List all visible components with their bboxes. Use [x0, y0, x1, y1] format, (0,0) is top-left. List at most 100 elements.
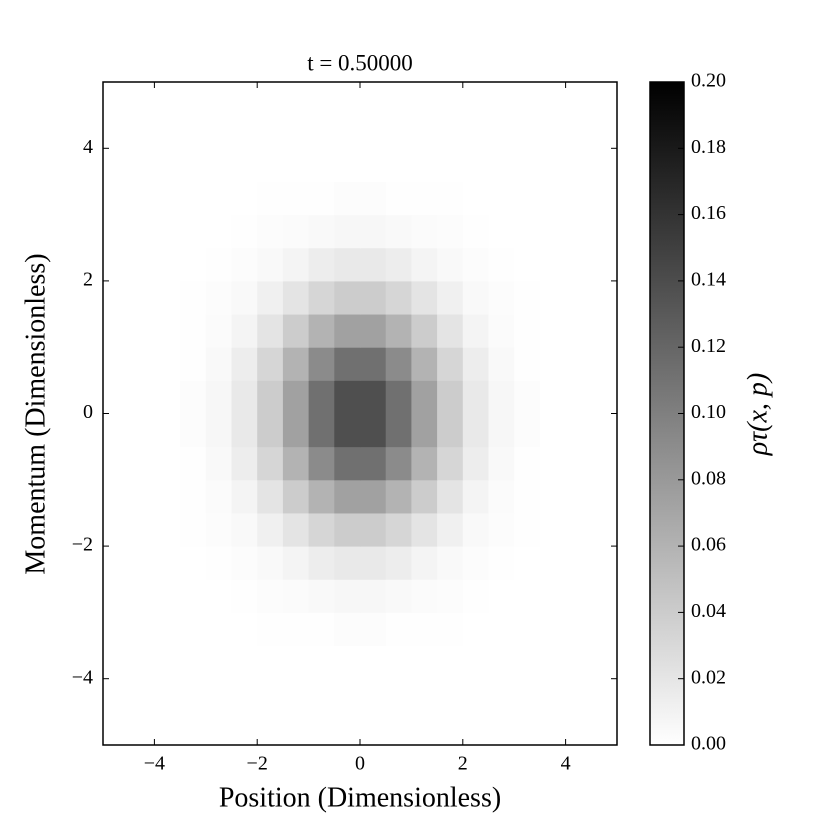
heatmap-cell: [385, 645, 412, 680]
heatmap-cell: [103, 413, 130, 448]
heatmap-cell: [411, 380, 438, 414]
heatmap-cell: [180, 612, 207, 647]
heatmap-cell: [154, 115, 181, 149]
heatmap-cell: [180, 380, 207, 414]
heatmap-cell: [539, 347, 567, 381]
heatmap-cell: [360, 82, 387, 116]
heatmap-cell: [180, 314, 207, 348]
colorbar-tick-label: 0.16: [691, 202, 726, 224]
heatmap-cell: [154, 214, 181, 249]
heatmap-cell: [103, 115, 130, 149]
heatmap-cell: [308, 678, 335, 713]
heatmap-cell: [103, 380, 130, 414]
heatmap-cell: [128, 546, 155, 580]
heatmap-cell: [539, 512, 567, 547]
heatmap-cell: [437, 711, 464, 746]
heatmap-cell: [308, 347, 335, 381]
heatmap-cell: [360, 314, 387, 348]
heatmap-cell: [591, 413, 618, 448]
heatmap-cell: [360, 612, 387, 647]
heatmap-cell: [385, 148, 412, 182]
heatmap-cell: [488, 82, 515, 116]
heatmap-cell: [385, 181, 412, 216]
heatmap-cell: [334, 612, 361, 647]
heatmap-cell: [591, 380, 618, 414]
heatmap-cell: [514, 479, 541, 514]
heatmap-cell: [488, 280, 515, 315]
heatmap-cell: [154, 711, 181, 746]
heatmap-cell: [282, 314, 310, 348]
colorbar-tick-label: 0.02: [691, 666, 726, 688]
heatmap-cell: [385, 546, 412, 580]
heatmap-cell: [180, 512, 207, 547]
heatmap-cell: [282, 512, 310, 547]
heatmap-cell: [205, 413, 232, 448]
heatmap-cell: [411, 645, 438, 680]
heatmap-cell: [539, 214, 567, 249]
heatmap-cell: [539, 181, 567, 216]
heatmap-cell: [154, 148, 181, 182]
heatmap-cell: [231, 413, 258, 448]
heatmap-cell: [180, 247, 207, 282]
heatmap-cell: [514, 280, 541, 315]
heatmap-cell: [437, 82, 464, 116]
heatmap-cell: [539, 711, 567, 746]
heatmap-cell: [462, 115, 489, 149]
heatmap-cell: [205, 612, 232, 647]
heatmap-cell: [488, 546, 515, 580]
heatmap-cell: [231, 148, 258, 182]
heatmap-cell: [334, 148, 361, 182]
heatmap-cell: [462, 181, 489, 216]
heatmap-cell: [180, 347, 207, 381]
heatmap-cell: [411, 546, 438, 580]
heatmap-cell: [231, 446, 258, 481]
heatmap-cell: [437, 413, 464, 448]
heatmap-cell: [385, 247, 412, 282]
heatmap-cell: [231, 612, 258, 647]
heatmap-cell: [539, 479, 567, 514]
heatmap-cell: [385, 380, 412, 414]
heatmap-cell: [539, 678, 567, 713]
heatmap-cell: [437, 247, 464, 282]
heatmap-cell: [103, 512, 130, 547]
heatmap-cell: [154, 579, 181, 613]
heatmap-cell: [257, 380, 284, 414]
heatmap-cell: [180, 579, 207, 613]
heatmap-cell: [591, 612, 618, 647]
heatmap-cell: [565, 446, 592, 481]
heatmap-cell: [205, 148, 232, 182]
heatmap-cell: [205, 446, 232, 481]
heatmap-cell: [103, 479, 130, 514]
heatmap-cell: [180, 115, 207, 149]
heatmap-cell: [360, 214, 387, 249]
heatmap-cell: [539, 380, 567, 414]
heatmap-cell: [257, 479, 284, 514]
y-tick-label: 0: [83, 401, 93, 423]
heatmap-cell: [514, 446, 541, 481]
heatmap-cell: [488, 380, 515, 414]
heatmap-cell: [539, 579, 567, 613]
heatmap-cell: [437, 115, 464, 149]
heatmap-cell: [437, 512, 464, 547]
heatmap-cell: [488, 479, 515, 514]
heatmap-cell: [565, 645, 592, 680]
heatmap-cell: [462, 446, 489, 481]
heatmap-cell: [462, 280, 489, 315]
heatmap-cell: [308, 247, 335, 282]
heatmap-cell: [154, 413, 181, 448]
heatmap-cell: [128, 678, 155, 713]
heatmap-cell: [385, 214, 412, 249]
heatmap-cell: [180, 214, 207, 249]
heatmap-cell: [514, 148, 541, 182]
heatmap-cell: [205, 546, 232, 580]
heatmap-cell: [154, 181, 181, 216]
heatmap-cell: [282, 645, 310, 680]
heatmap-cell: [308, 579, 335, 613]
heatmap-cell: [308, 82, 335, 116]
heatmap-cell: [231, 579, 258, 613]
heatmap-cell: [385, 347, 412, 381]
heatmap-cell: [205, 82, 232, 116]
heatmap-cell: [488, 612, 515, 647]
heatmap-cell: [205, 678, 232, 713]
